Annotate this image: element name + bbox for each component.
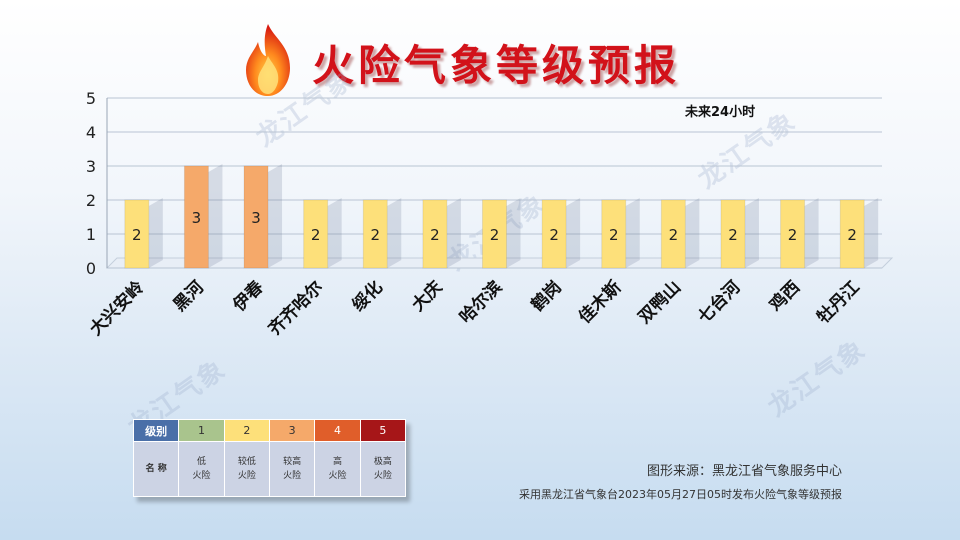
bar — [541, 199, 567, 269]
legend-level-5: 5 — [359, 419, 407, 442]
bar — [780, 199, 806, 269]
bar-data-label: 2 — [788, 226, 798, 244]
legend-header-label: 级别 — [132, 419, 180, 442]
bar-data-label: 2 — [549, 226, 559, 244]
y-tick-label: 5 — [86, 89, 96, 108]
bar-data-label: 2 — [728, 226, 738, 244]
x-category-label: 伊春 — [228, 277, 268, 317]
y-tick-label: 0 — [86, 259, 96, 278]
legend-name-1: 低火险 — [178, 441, 225, 497]
x-category-label: 哈尔滨 — [455, 277, 506, 328]
bar — [303, 199, 329, 269]
y-tick-label: 3 — [86, 157, 96, 176]
x-category-label: 牡丹江 — [813, 277, 864, 328]
bar-shadow — [625, 198, 640, 268]
bar-shadow — [327, 198, 342, 268]
title-area: 火险气象等级预报 — [0, 18, 960, 98]
fire-level-legend-table: 级别 1 2 3 4 5 名 称 低火险 较低 火险 较高 火险 高火险 极高 火险 — [132, 419, 407, 497]
bar-data-label: 2 — [490, 226, 500, 244]
y-tick-label: 1 — [86, 225, 96, 244]
bar-shadow — [506, 198, 521, 268]
legend-name-2: 较低 火险 — [223, 441, 270, 497]
x-category-label: 双鸭山 — [634, 277, 685, 328]
bar-shadow — [566, 198, 581, 268]
bar — [124, 199, 150, 269]
y-tick-label: 4 — [86, 123, 96, 142]
legend-name-5: 极高 火险 — [359, 441, 407, 497]
x-category-label: 齐齐哈尔 — [264, 277, 327, 340]
bar-data-label: 2 — [609, 226, 619, 244]
legend-name-label: 名 称 — [132, 441, 180, 497]
bar — [422, 199, 448, 269]
y-tick-label: 2 — [86, 191, 96, 210]
bar-shadow — [446, 198, 461, 268]
x-category-label: 黑河 — [170, 277, 208, 315]
bar-data-label: 2 — [430, 226, 440, 244]
x-category-label: 鸡西 — [765, 277, 805, 317]
bar-shadow — [864, 198, 879, 268]
footnote-text: 采用黑龙江省气象台2023年05月27日05时发布火险气象等级预报 — [519, 488, 842, 501]
legend-name-row: 名 称 低火险 较低 火险 较高 火险 高火险 极高 火险 — [132, 441, 407, 497]
bar-data-label: 3 — [192, 209, 202, 227]
legend-level-1: 1 — [178, 419, 225, 442]
x-category-label: 大庆 — [408, 277, 447, 316]
x-category-label: 大兴安岭 — [85, 277, 148, 340]
bar — [660, 199, 686, 269]
bar-shadow — [744, 198, 759, 268]
chart-annotation: 未来24小时 — [684, 104, 755, 120]
bar-shadow — [804, 198, 819, 268]
bar — [482, 199, 507, 269]
bar — [720, 199, 746, 269]
bar-data-label: 2 — [669, 226, 679, 244]
bar-shadow — [685, 198, 700, 268]
page-title: 火险气象等级预报 — [312, 41, 681, 90]
x-category-label: 佳木斯 — [574, 277, 625, 328]
flame-icon — [246, 24, 290, 96]
bar — [362, 199, 388, 269]
bar — [183, 165, 209, 269]
legend-level-2: 2 — [223, 419, 270, 442]
bar — [243, 165, 269, 269]
bar — [601, 199, 627, 269]
x-category-label: 七台河 — [694, 277, 745, 328]
legend-name-4: 高火险 — [314, 441, 361, 497]
bar-shadow — [148, 198, 163, 268]
bar-data-label: 2 — [370, 226, 380, 244]
bar-data-label: 3 — [251, 209, 261, 227]
legend-name-3: 较高 火险 — [268, 441, 316, 497]
bar-data-label: 2 — [847, 226, 857, 244]
legend-level-4: 4 — [314, 419, 361, 442]
bar-shadow — [387, 198, 402, 268]
bar-data-label: 2 — [132, 226, 142, 244]
bar-shadow — [208, 164, 223, 268]
x-category-label: 绥化 — [348, 277, 387, 316]
legend-level-3: 3 — [268, 419, 316, 442]
source-text: 图形来源：黑龙江省气象服务中心 — [646, 464, 842, 479]
bar-shadow — [268, 164, 283, 268]
x-category-label: 鹤岗 — [527, 277, 566, 316]
legend-level-row: 级别 1 2 3 4 5 — [132, 419, 407, 442]
bar-data-label: 2 — [311, 226, 321, 244]
bar — [839, 199, 865, 269]
